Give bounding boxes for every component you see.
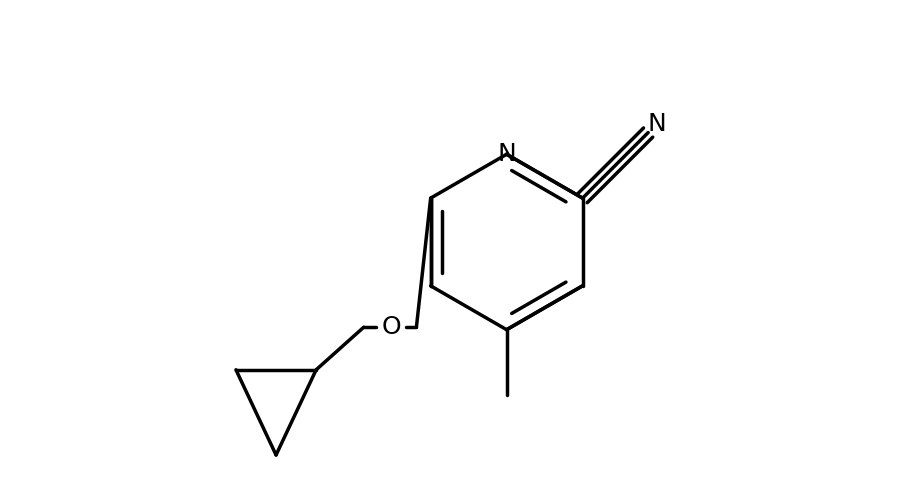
Text: N: N bbox=[498, 142, 516, 166]
Text: N: N bbox=[647, 112, 666, 136]
Text: O: O bbox=[382, 315, 401, 339]
